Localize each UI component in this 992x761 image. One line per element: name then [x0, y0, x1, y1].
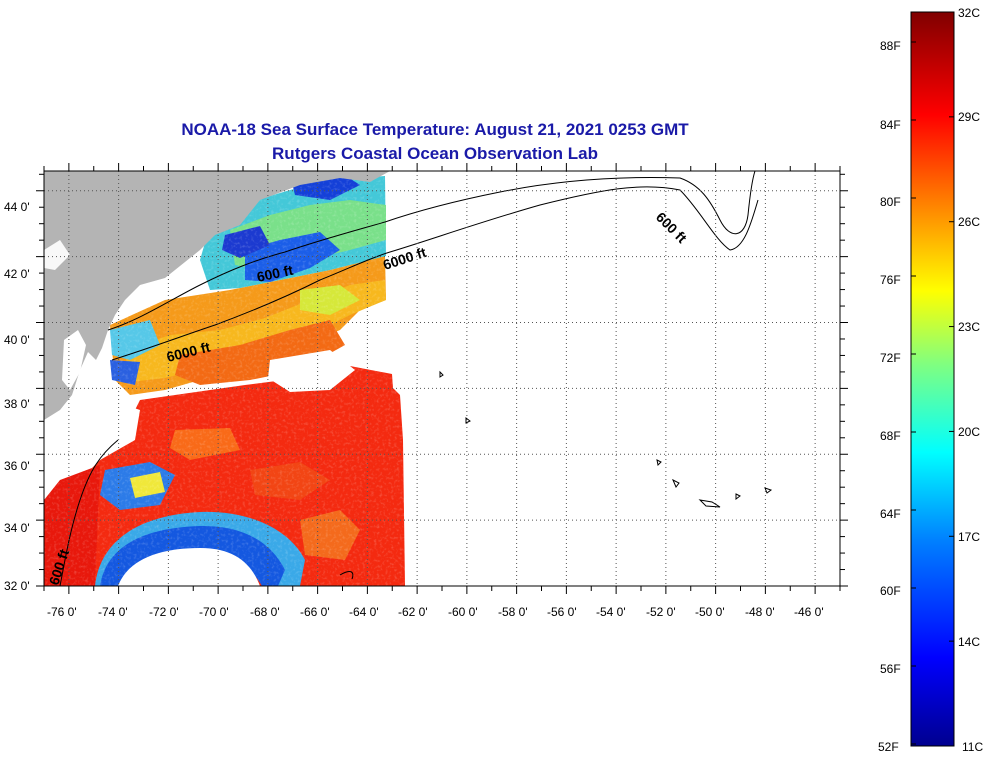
- colorbar-c-label: 29C: [958, 110, 980, 124]
- colorbar-f-label: 72F: [880, 351, 901, 365]
- lon-label: -58 0': [498, 605, 528, 619]
- temperature-colorbar: 88F 84F 80F 76F 72F 68F 64F 60F 56F 52F …: [878, 6, 983, 754]
- colorbar-gradient: [910, 11, 955, 747]
- land-layer: [44, 171, 390, 420]
- colorbar-f-label: 68F: [880, 429, 901, 443]
- lat-label: 36 0': [4, 459, 30, 473]
- lat-label: 40 0': [4, 333, 30, 347]
- graticule: [44, 171, 840, 586]
- lon-label: -54 0': [596, 605, 626, 619]
- colorbar-c-label: 14C: [958, 635, 980, 649]
- lon-label: -52 0': [646, 605, 676, 619]
- lat-label: 34 0': [4, 521, 30, 535]
- colorbar-f-label: 60F: [880, 584, 901, 598]
- colorbar-c-label: 20C: [958, 425, 980, 439]
- map-title: NOAA-18 Sea Surface Temperature: August …: [181, 120, 689, 139]
- lon-label: -74 0': [98, 605, 128, 619]
- axis-ticks: [36, 163, 848, 594]
- lon-label: -76 0': [47, 605, 77, 619]
- colorbar-f-label: 76F: [880, 273, 901, 287]
- contour-label-600ft-north: 600 ft: [255, 262, 294, 285]
- colorbar-c-label: 17C: [958, 530, 980, 544]
- map-subtitle: Rutgers Coastal Ocean Observation Lab: [272, 144, 598, 163]
- bathymetry-contours: [59, 171, 773, 586]
- lon-label: -60 0': [448, 605, 478, 619]
- lon-label: -50 0': [695, 605, 725, 619]
- lon-label: -62 0': [398, 605, 428, 619]
- lat-label: 44 0': [4, 200, 30, 214]
- latitude-labels: 32 0' 34 0' 36 0' 38 0' 40 0' 42 0' 44 0…: [4, 200, 30, 593]
- lon-label: -56 0': [547, 605, 577, 619]
- lon-label: -46 0': [794, 605, 824, 619]
- lon-label: -48 0': [745, 605, 775, 619]
- lon-label: -66 0': [300, 605, 330, 619]
- longitude-labels: -76 0' -74 0' -72 0' -70 0' -68 0' -66 0…: [47, 605, 824, 619]
- colorbar-f-label: 56F: [880, 662, 901, 676]
- colorbar-f-label: 52F: [878, 740, 899, 754]
- colorbar-c-label: 23C: [958, 320, 980, 334]
- colorbar-f-label: 64F: [880, 507, 901, 521]
- colorbar-f-label: 80F: [880, 195, 901, 209]
- lon-label: -70 0': [199, 605, 229, 619]
- colorbar-f-label: 88F: [880, 39, 901, 53]
- lat-label: 42 0': [4, 267, 30, 281]
- contour-label-600ft-canada: 600 ft: [653, 209, 690, 246]
- colorbar-c-label: 11C: [962, 740, 983, 754]
- sst-data-layer: [44, 171, 409, 586]
- colorbar-f-label: 84F: [880, 118, 901, 132]
- lon-label: -68 0': [250, 605, 280, 619]
- lat-label: 32 0': [4, 579, 30, 593]
- lon-label: -64 0': [349, 605, 379, 619]
- lat-label: 38 0': [4, 397, 30, 411]
- colorbar-c-label: 32C: [958, 6, 980, 20]
- colorbar-c-label: 26C: [958, 215, 980, 229]
- lon-label: -72 0': [149, 605, 179, 619]
